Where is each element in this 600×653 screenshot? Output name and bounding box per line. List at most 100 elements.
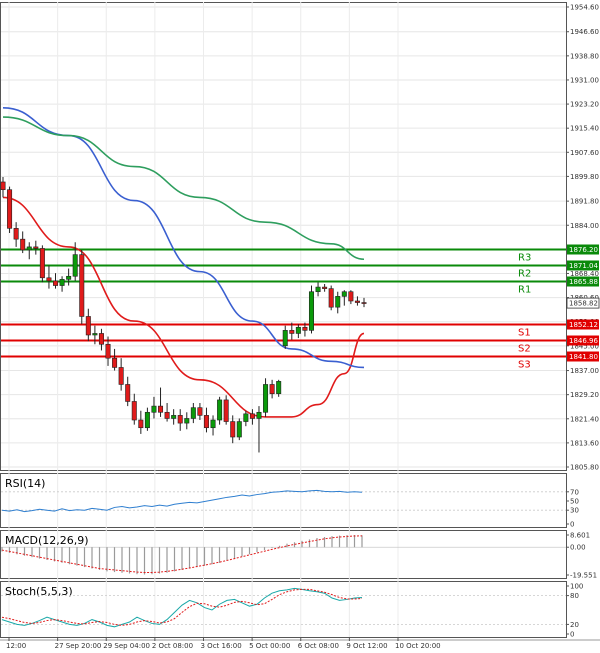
candle-up <box>144 411 150 429</box>
candle-down <box>361 302 367 304</box>
price-axis: 1954.60 1946.60 1938.80 1931.00 1923.20 1915.… <box>566 4 599 472</box>
candle-down <box>20 238 26 251</box>
price-tick-label: 1954.60 <box>570 4 599 12</box>
candle-up <box>217 399 223 421</box>
indicator-tick-label: 8.601 <box>570 532 590 540</box>
candle-down <box>203 415 209 429</box>
candle-down <box>177 415 183 424</box>
candle-down <box>33 246 39 249</box>
candle-up <box>171 415 177 419</box>
level-tag-label: 1876.20 <box>569 246 598 254</box>
candle-down <box>322 286 328 289</box>
current-price-label: 1858.82 <box>569 300 598 308</box>
level-name-r2: R2 <box>518 269 531 280</box>
candle-down <box>302 326 308 331</box>
candle-down <box>125 384 131 402</box>
price-tick-label: 1899.80 <box>570 173 599 181</box>
candle-down <box>39 248 45 279</box>
price-tick-label: 1884.00 <box>570 222 599 230</box>
time-tick-label: 9 Oct 12:00 <box>346 642 387 650</box>
candle-up <box>335 296 341 308</box>
level-name-s3: S3 <box>518 360 531 371</box>
time-tick-label: 6 Oct 08:00 <box>298 642 339 650</box>
price-tick-label: 1813.60 <box>570 439 599 447</box>
price-tick-label: 1891.80 <box>570 198 599 206</box>
level-price-tags: 1876.20 1871.04 1865.88 1852.12 1846.96 1841.… <box>566 244 600 362</box>
candle-down <box>118 367 124 385</box>
price-tick-label: 1821.40 <box>570 415 599 423</box>
candle-up <box>92 333 98 336</box>
level-name-s2: S2 <box>518 344 531 355</box>
level-name-s1: S1 <box>518 328 531 339</box>
candle-down <box>13 228 19 240</box>
time-tick-label: 3 Oct 16:00 <box>201 642 242 650</box>
candle-down <box>249 413 255 419</box>
level-tag-s3 <box>567 351 599 362</box>
candle-up <box>308 291 314 331</box>
candle-down <box>138 419 144 429</box>
candle-up <box>256 411 262 419</box>
candles <box>0 177 367 453</box>
indicator-tick-label: 100 <box>570 583 583 591</box>
candle-up <box>184 418 190 424</box>
candle-down <box>354 300 360 303</box>
price-tick-label: 1845.00 <box>570 342 599 350</box>
indicator-title: MACD(12,26,9) <box>5 534 89 547</box>
time-tick-label: 2 Oct 08:00 <box>152 642 193 650</box>
price-tick-label: 1829.20 <box>570 391 599 399</box>
moving-average-line-0 <box>2 196 365 418</box>
stoch-k-line <box>1 587 363 628</box>
pivot-levels: R3 R2 R1 S1 S2 S3 <box>1 248 566 371</box>
indicator-tick-label: 30 <box>570 507 579 515</box>
level-tag-label: 1846.96 <box>569 337 598 345</box>
time-tick-label: 27 Sep 20:00 <box>55 642 102 650</box>
candle-up <box>263 384 269 413</box>
level-tag-label: 1865.88 <box>569 278 598 286</box>
time-tick-label: 12:00 <box>6 642 26 650</box>
candle-up <box>210 419 216 429</box>
indicator-tick-label: 20 <box>570 621 579 629</box>
level-name-r3: R3 <box>518 253 531 264</box>
candle-down <box>223 399 229 422</box>
level-tag-s1 <box>567 319 599 330</box>
time-axis: 12:00 27 Sep 20:00 29 Sep 04:00 2 Oct 08:00… <box>6 637 441 650</box>
indicator-tick-label: 70 <box>570 488 579 496</box>
indicator-pane-frame-0 <box>0 473 567 528</box>
grid <box>1 2 566 637</box>
level-name-r1: R1 <box>518 285 531 296</box>
candle-down <box>7 189 13 229</box>
candle-down <box>105 343 111 359</box>
level-tag-r1 <box>567 276 599 287</box>
candle-up <box>26 246 32 251</box>
price-tick-label: 1946.60 <box>570 28 599 36</box>
level-tag-r2 <box>567 260 599 271</box>
pane-frames <box>0 2 600 641</box>
current-price-tag <box>566 297 600 309</box>
candle-up <box>282 330 288 347</box>
time-tick-label: 5 Oct 00:00 <box>249 642 290 650</box>
candle-down <box>328 288 334 308</box>
candle-up <box>66 275 72 280</box>
time-tick-label: 29 Sep 04:00 <box>103 642 150 650</box>
candle-up <box>341 291 347 297</box>
candle-down <box>53 280 59 286</box>
indicator-tick-label: -19.551 <box>570 572 597 580</box>
candle-down <box>230 421 236 438</box>
candle-up <box>190 407 196 419</box>
moving-averages <box>2 106 365 418</box>
indicator-tick-label: 0 <box>570 631 574 639</box>
rsi-line <box>1 489 363 513</box>
indicator-pane-frame-1 <box>0 530 567 579</box>
moving-average-line-2 <box>2 116 365 261</box>
candle-down <box>131 401 137 421</box>
price-tick-label: 1868.40 <box>570 270 599 278</box>
candle-up <box>151 405 157 413</box>
price-tick-label: 1938.80 <box>570 52 599 60</box>
candle-up <box>276 381 282 395</box>
indicator-title: Stoch(5,5,3) <box>5 585 73 598</box>
indicator-tick-label: 80 <box>570 592 579 600</box>
candle-down <box>112 357 118 368</box>
price-tick-label: 1931.00 <box>570 76 599 84</box>
